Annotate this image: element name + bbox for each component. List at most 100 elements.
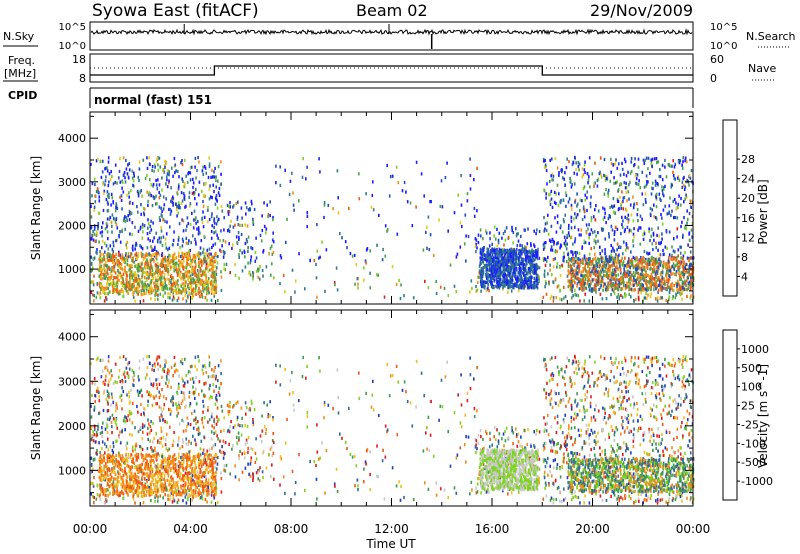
power-cell	[657, 226, 659, 230]
power-band-cell	[191, 258, 194, 262]
power-band-cell	[491, 264, 493, 268]
power-band-cell	[189, 263, 192, 267]
power-cell	[547, 232, 550, 236]
power-band-cell	[640, 275, 642, 279]
power-cell	[126, 246, 128, 250]
power-band-cell	[214, 258, 217, 262]
power-cell	[91, 280, 93, 284]
power-band-cell	[113, 275, 115, 280]
power-cell	[473, 206, 476, 211]
power-cell	[221, 244, 223, 248]
power-cell	[279, 183, 282, 187]
power-cell	[119, 240, 122, 244]
power-band-cell	[502, 280, 504, 284]
power-band-cell	[570, 265, 572, 269]
power-cell	[604, 211, 606, 215]
power-cell	[533, 229, 535, 233]
power-cell	[632, 255, 635, 259]
power-cell	[112, 216, 115, 220]
power-cell	[565, 191, 567, 195]
power-cell	[181, 251, 183, 255]
power-band-cell	[597, 283, 599, 287]
power-cell	[180, 255, 182, 259]
power-band-cell	[166, 277, 168, 281]
power-cell	[588, 241, 590, 246]
power-cell	[92, 283, 95, 287]
power-cell	[672, 289, 675, 293]
power-cell	[106, 230, 109, 234]
power-band-cell	[487, 282, 489, 286]
power-cell	[691, 199, 693, 203]
power-band-cell	[126, 255, 128, 259]
power-cell	[241, 216, 243, 220]
power-band-cell	[137, 279, 140, 283]
power-cell	[123, 216, 126, 220]
power-cell	[636, 213, 639, 217]
power-cell	[99, 159, 102, 163]
power-cell	[558, 192, 560, 196]
power-cell	[624, 207, 627, 211]
power-cell	[107, 184, 110, 188]
power-cell	[388, 194, 391, 198]
power-cell	[108, 180, 110, 184]
power-cell	[684, 197, 686, 201]
power-cell	[381, 258, 384, 262]
power-band-cell	[172, 284, 175, 288]
power-cell	[95, 230, 98, 234]
power-band-cell	[637, 282, 640, 286]
power-cell	[565, 247, 568, 251]
power-band-cell	[212, 262, 214, 266]
power-cell	[648, 251, 651, 255]
power-band-cell	[101, 285, 104, 289]
power-cell	[507, 290, 509, 294]
power-cell	[275, 181, 277, 185]
power-cell	[195, 216, 197, 220]
power-band-cell	[488, 279, 491, 283]
power-band-cell	[613, 271, 616, 275]
power-band-cell	[592, 266, 595, 271]
power-cell	[288, 192, 291, 196]
power-cell	[114, 163, 117, 167]
power-band-cell	[528, 278, 530, 282]
power-band-cell	[628, 278, 630, 282]
power-cell	[116, 238, 118, 242]
power-band-cell	[178, 259, 180, 263]
power-band-cell	[205, 265, 208, 269]
power-cell	[229, 201, 231, 205]
power-cell	[146, 156, 148, 160]
power-cell	[643, 296, 646, 300]
power-band-cell	[630, 287, 633, 291]
power-cell	[152, 182, 155, 187]
power-cell	[574, 288, 576, 292]
power-cell	[177, 211, 179, 215]
power-cell	[275, 164, 277, 168]
power-cell	[617, 245, 620, 249]
power-cell	[229, 271, 231, 275]
power-band-cell	[581, 274, 583, 278]
power-cell	[613, 249, 616, 253]
power-cell	[688, 232, 690, 236]
power-cell	[438, 218, 440, 222]
power-band-cell	[100, 283, 102, 287]
power-band-cell	[177, 285, 179, 289]
power-band-cell	[118, 263, 120, 267]
power-cell	[556, 249, 558, 254]
power-band-cell	[111, 267, 114, 271]
power-cell	[134, 247, 136, 251]
power-cell	[228, 204, 230, 208]
power-cell	[200, 239, 203, 243]
power-band-cell	[498, 251, 501, 255]
power-band-cell	[100, 272, 103, 276]
power-cell	[571, 250, 573, 254]
power-cell	[151, 204, 154, 208]
power-band-cell	[165, 264, 167, 268]
power-cell	[210, 229, 213, 234]
power-cell	[475, 289, 478, 293]
power-band-cell	[116, 290, 118, 294]
power-band-cell	[661, 275, 664, 279]
power-cell	[567, 200, 570, 204]
power-band-cell	[499, 266, 501, 270]
power-cell	[215, 196, 217, 200]
power-cell	[432, 253, 435, 258]
power-cell	[608, 214, 611, 218]
